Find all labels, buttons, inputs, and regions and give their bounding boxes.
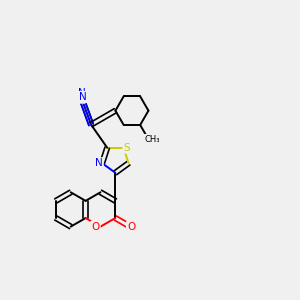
Text: N: N [78, 88, 86, 98]
Text: N: N [95, 158, 103, 168]
Text: O: O [127, 222, 135, 232]
Text: S: S [124, 143, 130, 153]
Text: O: O [92, 222, 100, 232]
Text: N: N [79, 92, 87, 102]
Text: CH₃: CH₃ [145, 135, 160, 144]
Text: C: C [78, 94, 85, 103]
